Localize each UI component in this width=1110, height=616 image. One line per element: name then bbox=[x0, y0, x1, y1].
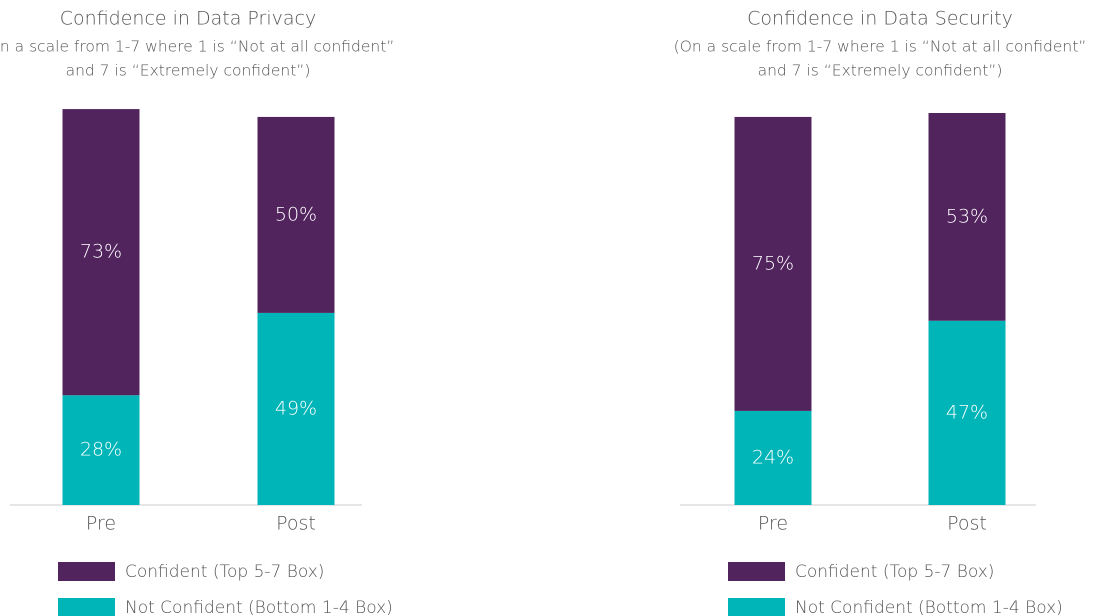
chart: Confidence in Data Security (On a scale f… bbox=[674, 8, 1087, 616]
chart: Confidence in Data Privacy (On a scale fr… bbox=[0, 8, 394, 616]
legend-label: Confident (Top 5-7 Box) bbox=[795, 562, 994, 582]
x-tick-label: Post bbox=[947, 513, 987, 535]
value-label: 47% bbox=[946, 401, 988, 423]
bar-segment bbox=[928, 113, 1006, 321]
chart-subtitle: and 7 is “Extremely confident”) bbox=[758, 62, 1003, 80]
bar-segment bbox=[734, 116, 812, 411]
bar-segment bbox=[928, 320, 1006, 505]
x-tick-label: Pre bbox=[758, 513, 788, 535]
x-tick-label: Pre bbox=[86, 513, 116, 535]
legend-swatch bbox=[728, 598, 785, 616]
value-label: 50% bbox=[275, 203, 317, 225]
chart-subtitle: (On a scale from 1-7 where 1 is “Not at … bbox=[674, 38, 1087, 56]
value-label: 24% bbox=[752, 446, 794, 468]
legend-swatch bbox=[58, 562, 115, 581]
value-label: 73% bbox=[80, 241, 122, 263]
legend-label: Not Confident (Bottom 1-4 Box) bbox=[795, 598, 1063, 616]
chart-subtitle: (On a scale from 1-7 where 1 is “Not at … bbox=[0, 38, 394, 56]
bar-segment bbox=[62, 395, 140, 505]
value-label: 75% bbox=[752, 252, 794, 274]
legend-swatch bbox=[58, 598, 115, 616]
legend-label: Confident (Top 5-7 Box) bbox=[125, 562, 324, 582]
chart-title: Confidence in Data Privacy bbox=[60, 8, 316, 30]
bar-segment bbox=[62, 109, 140, 396]
legend-label: Not Confident (Bottom 1-4 Box) bbox=[125, 598, 393, 616]
bar-segment bbox=[257, 116, 335, 313]
value-label: 28% bbox=[80, 439, 122, 461]
x-tick-label: Post bbox=[276, 513, 316, 535]
value-label: 53% bbox=[946, 205, 988, 227]
chart-title: Confidence in Data Security bbox=[747, 8, 1013, 30]
bar-segment bbox=[257, 312, 335, 505]
bar-segment bbox=[734, 410, 812, 505]
value-label: 49% bbox=[275, 397, 317, 419]
legend-swatch bbox=[728, 562, 785, 581]
chart-subtitle: and 7 is “Extremely confident”) bbox=[66, 62, 311, 80]
